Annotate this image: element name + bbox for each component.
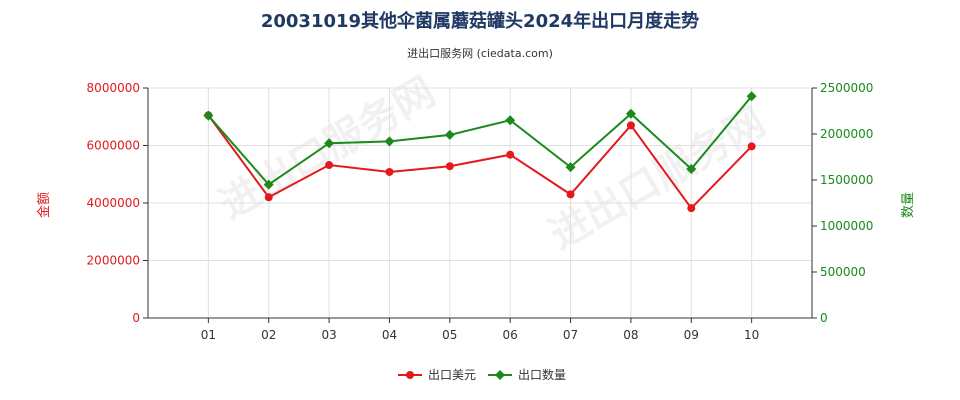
data-point <box>505 115 516 126</box>
y-axis-right-label: 数量 <box>901 192 916 218</box>
data-point <box>746 91 757 102</box>
y-axis-left-label: 金额 <box>36 192 52 218</box>
y-right-tick-label: 1000000 <box>820 219 873 233</box>
data-point <box>687 204 696 213</box>
data-point <box>203 110 214 121</box>
x-tick-label: 03 <box>321 328 336 342</box>
data-point <box>264 193 273 202</box>
y-right-tick-label: 1500000 <box>820 173 873 187</box>
data-point <box>263 179 274 190</box>
legend-marker-1 <box>406 371 414 379</box>
x-tick-label: 09 <box>684 328 699 342</box>
axes: 0 2000000 4000000 6000000 8000000 0 500000 1000… <box>87 81 874 342</box>
data-point <box>444 129 455 140</box>
data-point <box>384 136 395 147</box>
x-tick-label: 07 <box>563 328 578 342</box>
series-layer <box>203 91 757 213</box>
data-point <box>566 190 575 199</box>
y-right-tick-label: 500000 <box>820 265 866 279</box>
y-right-tick-label: 0 <box>820 311 828 325</box>
data-point <box>565 162 576 173</box>
watermark: 进出口服务网 <box>542 99 773 259</box>
y-left-tick-label: 2000000 <box>87 254 140 268</box>
y-left-tick-label: 8000000 <box>87 81 140 95</box>
data-point <box>747 142 756 151</box>
x-tick-label: 10 <box>744 328 759 342</box>
series-line-1 <box>207 114 753 210</box>
x-tick-label: 05 <box>442 328 457 342</box>
legend-label-1: 出口美元 <box>428 368 476 382</box>
x-tick-label: 02 <box>261 328 276 342</box>
watermark: 进出口服务网 <box>212 69 443 229</box>
x-tick-label: 04 <box>382 328 397 342</box>
data-point <box>325 161 334 170</box>
series-line-2 <box>207 95 753 186</box>
x-tick-label: 01 <box>201 328 216 342</box>
legend-label-2: 出口数量 <box>518 367 566 382</box>
y-left-tick-label: 0 <box>132 311 140 325</box>
data-point <box>506 150 515 159</box>
y-left-tick-label: 4000000 <box>87 196 140 210</box>
data-point <box>324 138 335 149</box>
data-point <box>686 163 697 174</box>
x-tick-label: 06 <box>503 328 518 342</box>
legend: 出口美元 出口数量 <box>398 367 566 382</box>
y-right-tick-label: 2000000 <box>820 127 873 141</box>
data-point <box>385 167 394 176</box>
y-right-tick-label: 2500000 <box>820 81 873 95</box>
data-point <box>626 121 635 130</box>
x-tick-label: 08 <box>623 328 638 342</box>
chart-subtitle: 进出口服务网 (ciedata.com) <box>407 46 553 60</box>
data-point <box>445 162 454 171</box>
chart-title: 20031019其他伞菌属蘑菇罐头2024年出口月度走势 <box>261 10 699 32</box>
legend-marker-2 <box>495 370 505 380</box>
data-point <box>625 108 636 119</box>
y-left-tick-label: 6000000 <box>87 139 140 153</box>
